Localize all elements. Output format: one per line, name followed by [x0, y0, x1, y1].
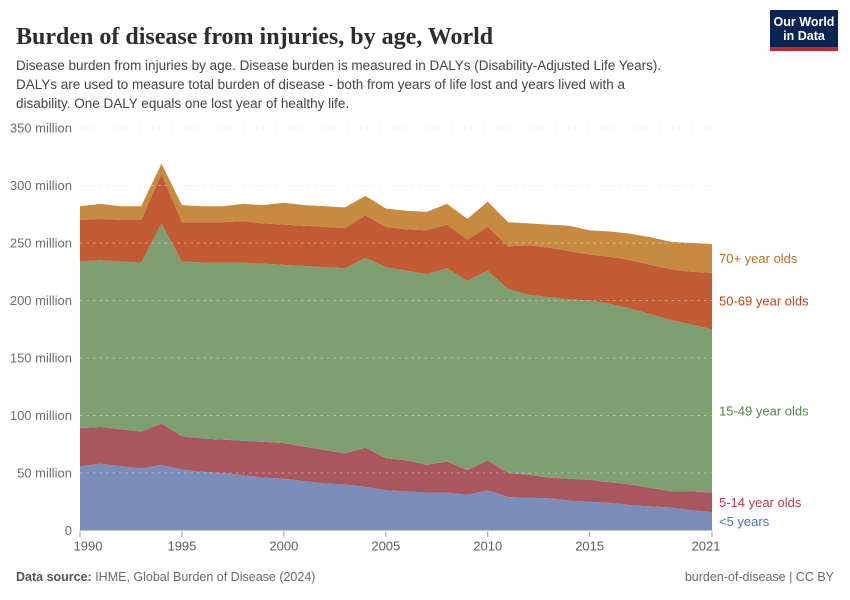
y-axis-label: 350 million — [10, 121, 72, 136]
y-axis-label: 0 — [65, 523, 72, 538]
chart-subtitle: Disease burden from injuries by age. Dis… — [16, 56, 736, 113]
x-axis-label: 2010 — [473, 539, 502, 554]
data-source-note: Data source: IHME, Global Burden of Dise… — [16, 570, 315, 584]
owid-logo-line2: in Data — [783, 29, 825, 43]
legend-label-15-49[interactable]: 15-49 year olds — [719, 403, 809, 418]
area-15-49[interactable] — [80, 223, 712, 493]
legend-label-5-14[interactable]: 5-14 year olds — [719, 495, 802, 510]
x-axis-label: 2021 — [692, 539, 721, 554]
owid-logo-line1: Our World — [773, 15, 835, 29]
owid-logo[interactable]: Our World in Data — [770, 10, 838, 51]
subtitle-line: disability. One DALY equals one lost yea… — [16, 96, 350, 111]
x-axis-label: 1995 — [167, 539, 196, 554]
page-title: Burden of disease from injuries, by age,… — [16, 24, 494, 51]
area-50-69[interactable] — [80, 174, 712, 330]
area-70plus[interactable] — [80, 163, 712, 273]
x-axis-label: 1990 — [74, 539, 103, 554]
y-axis-label: 200 million — [10, 293, 72, 308]
subtitle-line: DALYs are used to measure total burden o… — [16, 77, 626, 92]
x-axis-label: 2000 — [269, 539, 298, 554]
area-5-14[interactable] — [80, 423, 712, 513]
area-under-5[interactable] — [80, 463, 712, 531]
data-source-value: IHME, Global Burden of Disease (2024) — [91, 570, 316, 584]
subtitle-line: Disease burden from injuries by age. Dis… — [16, 58, 662, 73]
y-axis-label: 50 million — [17, 466, 72, 481]
legend-label-50-69[interactable]: 50-69 year olds — [719, 294, 809, 309]
x-axis-label: 2005 — [371, 539, 400, 554]
data-source-label: Data source: — [16, 570, 92, 584]
legend-label-70plus[interactable]: 70+ year olds — [719, 251, 798, 266]
license-note[interactable]: burden-of-disease | CC BY — [684, 570, 834, 584]
y-axis-label: 250 million — [10, 236, 72, 251]
x-axis-label: 2015 — [575, 539, 604, 554]
legend-label-under-5[interactable]: <5 years — [719, 514, 770, 529]
y-axis-label: 150 million — [10, 351, 72, 366]
y-axis-label: 100 million — [10, 408, 72, 423]
y-axis-label: 300 million — [10, 178, 72, 193]
